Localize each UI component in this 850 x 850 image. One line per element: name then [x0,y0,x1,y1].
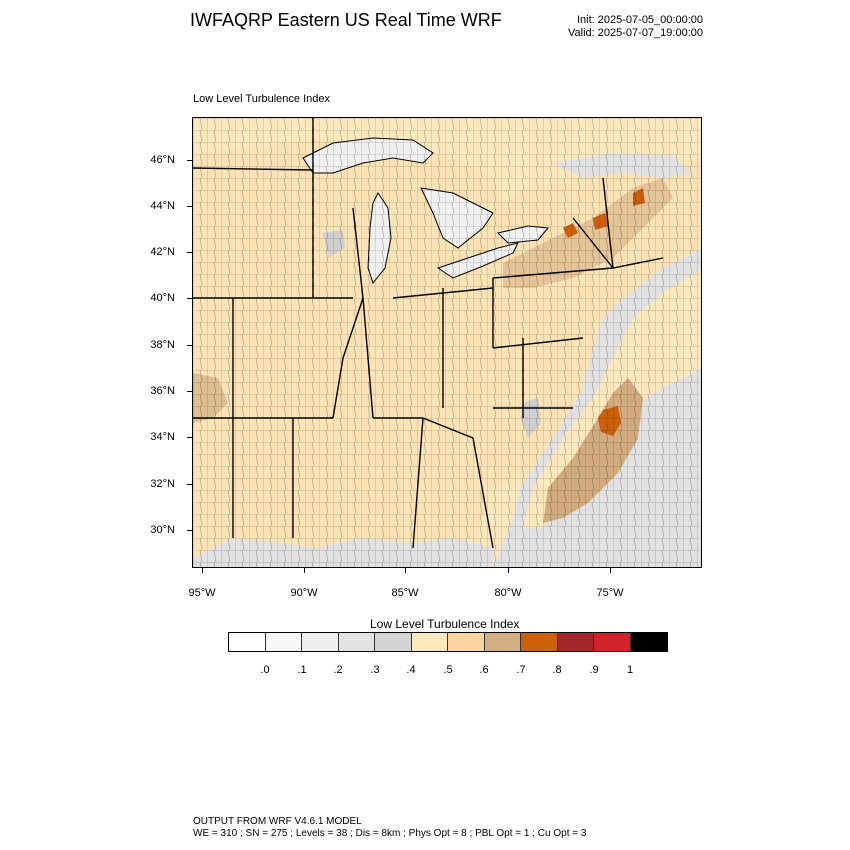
colorbar-cell [448,633,485,651]
lat-tick [187,437,192,438]
lon-label-90: 90°W [290,587,318,599]
colorbar-cell [265,633,302,651]
colorbar-label: .8 [552,664,562,676]
county-lines [193,118,701,567]
colorbar-cell [302,633,339,651]
lat-label-38: 38°N [150,339,175,351]
colorbar-cell [338,633,375,651]
colorbar-label: .3 [370,664,380,676]
colorbar-label: .1 [297,664,307,676]
lon-tick [202,568,203,573]
state-borders [193,118,664,549]
lat-label-32: 32°N [150,478,175,490]
lon-label-95: 95°W [188,587,216,599]
lat-tick [187,391,192,392]
lon-label-85: 85°W [391,587,419,599]
colorbar-label: .7 [516,664,526,676]
lat-tick [187,530,192,531]
colorbar-label: .5 [443,664,453,676]
map-field-label: Low Level Turbulence Index [193,93,330,105]
colorbar-cell [484,633,521,651]
lon-tick [508,568,509,573]
colorbar-label: .9 [589,664,599,676]
lat-label-34: 34°N [150,431,175,443]
lat-tick [187,160,192,161]
turbulence-map [192,117,702,568]
lat-label-44: 44°N [150,200,175,212]
model-info: OUTPUT FROM WRF V4.6.1 MODEL WE = 310 ; … [193,816,586,840]
lon-tick [610,568,611,573]
colorbar-label: .6 [479,664,489,676]
colorbar [228,632,668,652]
page-title: IWFAQRP Eastern US Real Time WRF [190,10,502,30]
colorbar-label: .0 [260,664,270,676]
lon-label-80: 80°W [494,587,522,599]
lat-label-40: 40°N [150,292,175,304]
colorbar-title: Low Level Turbulence Index [370,617,520,631]
model-info-line2: WE = 310 ; SN = 275 ; Levels = 38 ; Dis … [193,828,587,839]
colorbar-label: .4 [406,664,416,676]
lat-tick [187,252,192,253]
colorbar-cell [594,633,631,651]
lon-label-75: 75°W [596,587,624,599]
colorbar-label: 1 [626,664,634,676]
lon-tick [304,568,305,573]
init-time: Init: 2025-07-05_00:00:00 [577,14,703,26]
lat-label-46: 46°N [150,154,175,166]
colorbar-label: .2 [333,664,343,676]
lat-label-30: 30°N [150,524,175,536]
colorbar-cell [375,633,412,651]
colorbar-cell [521,633,558,651]
colorbar-cell [411,633,448,651]
lat-label-42: 42°N [150,246,175,258]
lat-tick [187,298,192,299]
lat-tick [187,484,192,485]
colorbar-cell [557,633,594,651]
colorbar-cell [630,633,667,651]
lat-tick [187,345,192,346]
lat-label-36: 36°N [150,385,175,397]
colorbar-cell [229,633,266,651]
lat-tick [187,206,192,207]
model-info-line1: OUTPUT FROM WRF V4.6.1 MODEL [193,816,362,827]
valid-time: Valid: 2025-07-07_19:00:00 [568,27,703,39]
lon-tick [405,568,406,573]
